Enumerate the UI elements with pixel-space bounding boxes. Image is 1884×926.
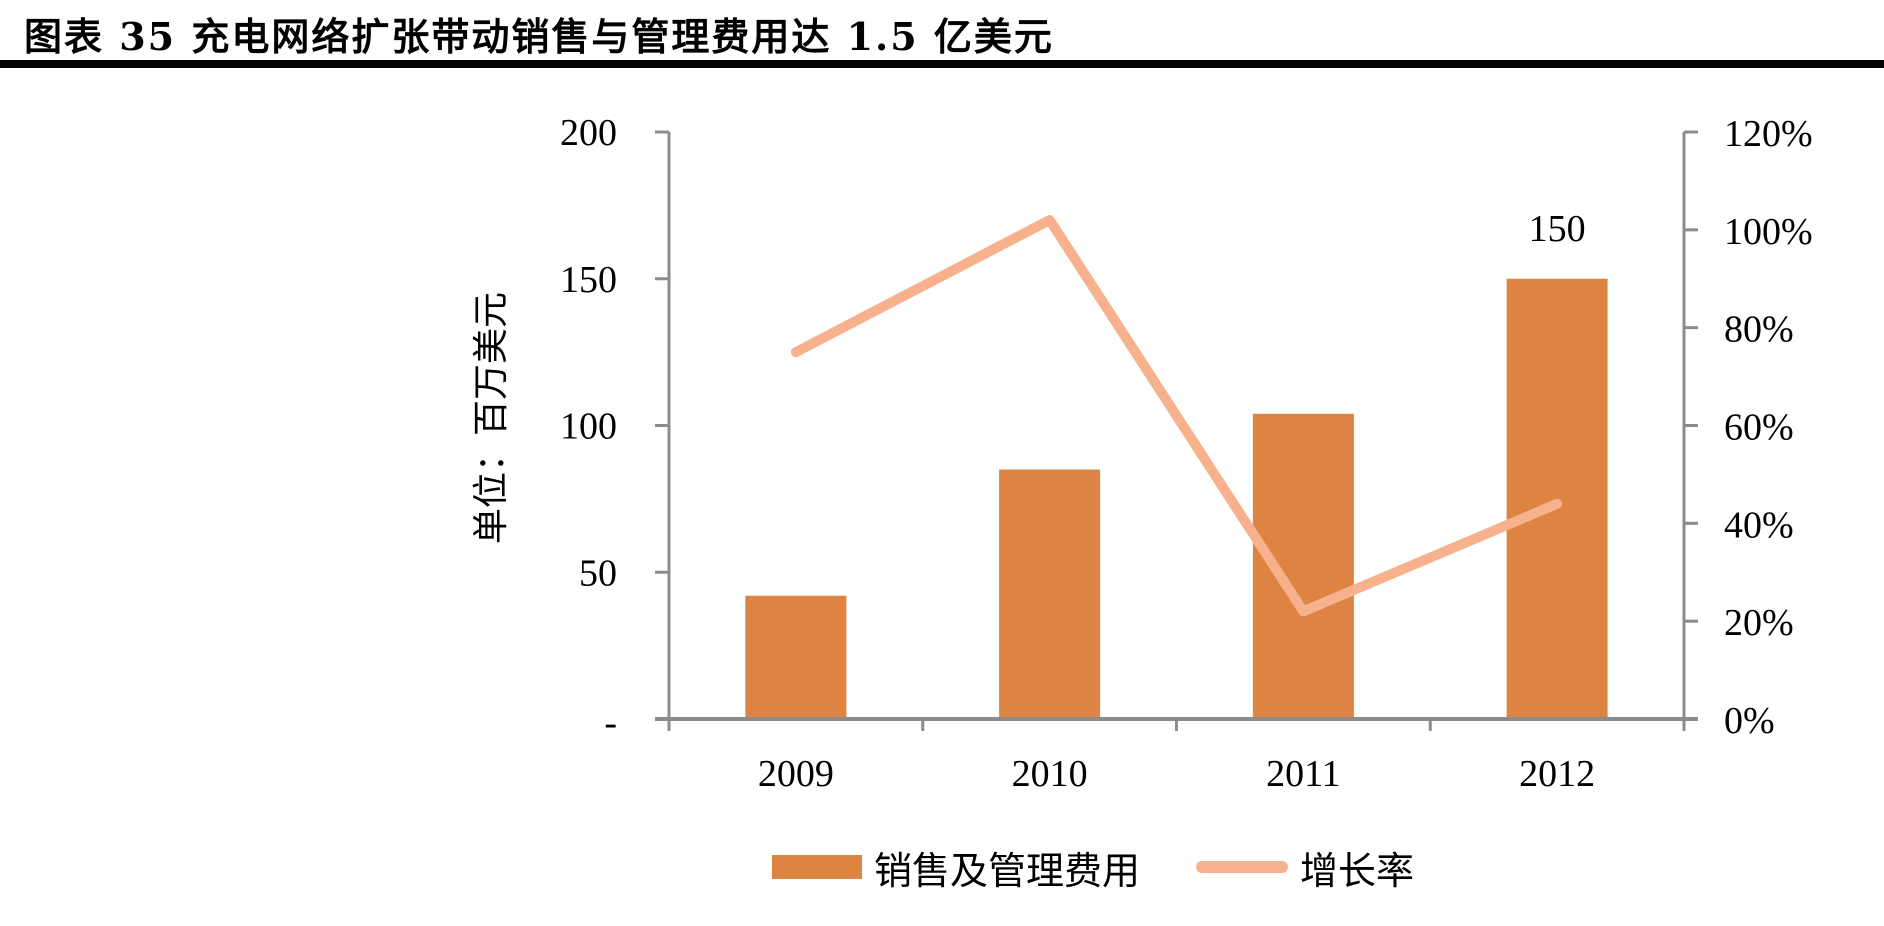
y-axis-title: 单位：百万美元: [471, 292, 512, 544]
legend-item-line: 增长率: [1196, 840, 1414, 895]
x-axis-tick-label: 2009: [758, 753, 834, 795]
bar-swatch-icon: [772, 855, 862, 879]
title-divider: [0, 60, 1884, 68]
growth-line: [790, 215, 1563, 617]
bar: [1506, 278, 1608, 717]
right-axis-tick-label: 100%: [1724, 211, 1813, 253]
bar-series: [745, 278, 1608, 717]
right-axis-tick-label: 20%: [1724, 602, 1794, 644]
right-axis-tick-label: 40%: [1724, 504, 1794, 546]
data-labels: 150: [1529, 208, 1586, 250]
x-axis-tick-label: 2012: [1519, 753, 1595, 795]
right-axis-tick-label: 0%: [1724, 700, 1775, 742]
legend-bar-label: 销售及管理费用: [874, 848, 1141, 893]
left-axis-tick-label: 150: [560, 259, 617, 301]
left-axis-tick-label: 50: [579, 552, 617, 594]
x-axis-tick-label: 2011: [1266, 753, 1341, 795]
left-y-axis: - 50 100 150 200: [560, 112, 671, 744]
legend: 销售及管理费用 增长率: [772, 840, 1470, 895]
right-axis-tick-label: 120%: [1724, 113, 1813, 155]
line-swatch-icon: [1196, 861, 1289, 873]
bar: [745, 595, 847, 717]
left-axis-tick-label: 200: [560, 112, 617, 154]
y-axis-title-text: 单位：百万美元: [471, 292, 512, 544]
left-axis-tick-label: 100: [560, 406, 617, 448]
right-y-axis: 0% 20% 40% 60% 80% 100% 120%: [1682, 113, 1813, 742]
chart-title: 图表 35 充电网络扩张带动销售与管理费用达 1.5 亿美元: [24, 14, 1054, 59]
x-axis-tick-label: 2010: [1012, 753, 1088, 795]
right-axis-tick-label: 60%: [1724, 407, 1794, 449]
x-axis: 2009 2010 2011 2012: [655, 717, 1698, 795]
legend-item-bar: 销售及管理费用: [772, 840, 1140, 895]
left-axis-tick-label: -: [604, 702, 617, 744]
right-axis-tick-label: 80%: [1724, 309, 1794, 351]
line-series: [790, 215, 1563, 617]
bar-value-label: 150: [1529, 208, 1586, 250]
legend-line-label: 增长率: [1300, 848, 1415, 893]
bar: [999, 469, 1101, 717]
